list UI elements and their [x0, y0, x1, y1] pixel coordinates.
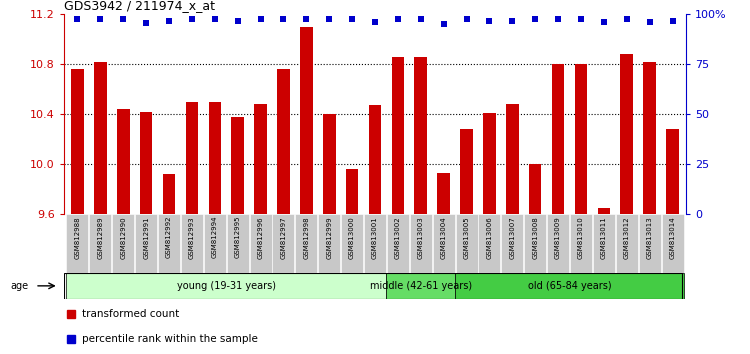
- Text: GSM812989: GSM812989: [98, 216, 104, 258]
- Bar: [386, 273, 455, 299]
- Bar: [323, 114, 335, 214]
- Bar: [483, 113, 496, 214]
- Text: GSM812990: GSM812990: [120, 216, 126, 258]
- Text: GSM813010: GSM813010: [578, 216, 584, 259]
- Bar: [666, 129, 679, 214]
- Text: GSM812999: GSM812999: [326, 216, 332, 258]
- Bar: [433, 214, 454, 273]
- Bar: [592, 214, 615, 273]
- Text: GSM812996: GSM812996: [257, 216, 263, 258]
- Bar: [552, 64, 565, 214]
- Text: GSM813006: GSM813006: [487, 216, 493, 259]
- Text: GSM813000: GSM813000: [349, 216, 355, 259]
- Bar: [570, 214, 592, 273]
- Bar: [158, 214, 180, 273]
- Text: middle (42-61 years): middle (42-61 years): [370, 281, 472, 291]
- Text: GSM812997: GSM812997: [280, 216, 286, 258]
- Bar: [547, 214, 569, 273]
- Bar: [250, 214, 272, 273]
- Text: GSM813005: GSM813005: [464, 216, 470, 258]
- Text: GSM813001: GSM813001: [372, 216, 378, 259]
- Text: GSM813012: GSM813012: [624, 216, 630, 258]
- Bar: [501, 214, 524, 273]
- Bar: [135, 214, 158, 273]
- Text: GSM812994: GSM812994: [211, 216, 217, 258]
- Bar: [392, 57, 404, 214]
- Text: GSM812998: GSM812998: [303, 216, 309, 258]
- Text: GSM812993: GSM812993: [189, 216, 195, 258]
- Text: GSM812991: GSM812991: [143, 216, 149, 258]
- Bar: [318, 214, 340, 273]
- Bar: [185, 102, 198, 214]
- Bar: [300, 27, 313, 214]
- Bar: [232, 117, 244, 214]
- Bar: [140, 112, 152, 214]
- Text: GSM812995: GSM812995: [235, 216, 241, 258]
- Bar: [254, 104, 267, 214]
- Bar: [117, 109, 130, 214]
- Text: GDS3942 / 211974_x_at: GDS3942 / 211974_x_at: [64, 0, 214, 12]
- Text: percentile rank within the sample: percentile rank within the sample: [82, 333, 258, 344]
- Text: GSM813011: GSM813011: [601, 216, 607, 259]
- Bar: [437, 173, 450, 214]
- Bar: [226, 214, 249, 273]
- Text: GSM813008: GSM813008: [532, 216, 538, 259]
- Bar: [71, 69, 84, 214]
- Text: age: age: [10, 281, 28, 291]
- Bar: [460, 129, 472, 214]
- Bar: [181, 214, 203, 273]
- Bar: [506, 104, 518, 214]
- Bar: [66, 273, 386, 299]
- Text: GSM813007: GSM813007: [509, 216, 515, 259]
- Bar: [346, 169, 358, 214]
- Bar: [639, 214, 661, 273]
- Text: GSM813003: GSM813003: [418, 216, 424, 259]
- Bar: [598, 208, 610, 214]
- Text: GSM813004: GSM813004: [441, 216, 447, 258]
- Bar: [209, 102, 221, 214]
- Bar: [341, 214, 363, 273]
- Bar: [662, 214, 683, 273]
- Bar: [272, 214, 295, 273]
- Text: GSM813013: GSM813013: [646, 216, 652, 259]
- Bar: [620, 54, 633, 214]
- Bar: [574, 64, 587, 214]
- Text: GSM813014: GSM813014: [670, 216, 676, 258]
- Bar: [67, 214, 88, 273]
- Bar: [364, 214, 386, 273]
- Bar: [89, 214, 111, 273]
- Bar: [478, 214, 500, 273]
- Bar: [455, 214, 478, 273]
- Bar: [616, 214, 638, 273]
- Bar: [204, 214, 226, 273]
- Bar: [278, 69, 290, 214]
- Bar: [410, 214, 432, 273]
- Bar: [296, 214, 317, 273]
- Text: old (65-84 years): old (65-84 years): [528, 281, 611, 291]
- Bar: [112, 214, 134, 273]
- Text: transformed count: transformed count: [82, 309, 180, 320]
- Text: GSM813009: GSM813009: [555, 216, 561, 259]
- Text: GSM812988: GSM812988: [74, 216, 80, 258]
- Bar: [415, 57, 427, 214]
- Bar: [369, 105, 381, 214]
- Bar: [94, 62, 106, 214]
- Bar: [387, 214, 409, 273]
- Bar: [529, 164, 542, 214]
- Bar: [163, 174, 176, 214]
- Text: GSM813002: GSM813002: [395, 216, 401, 258]
- Bar: [455, 273, 684, 299]
- Bar: [524, 214, 546, 273]
- Text: GSM812992: GSM812992: [166, 216, 172, 258]
- Text: young (19-31 years): young (19-31 years): [177, 281, 276, 291]
- Bar: [644, 62, 656, 214]
